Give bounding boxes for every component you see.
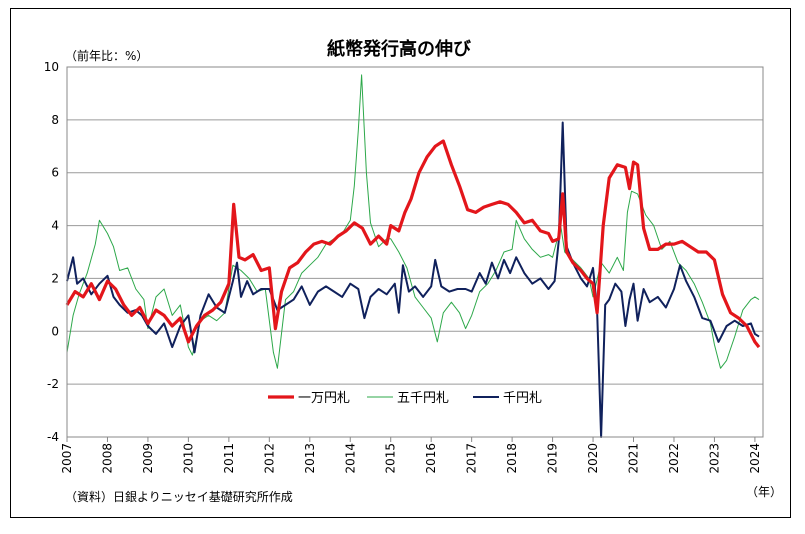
y-tick-labels: 10 8 6 4 2 0 -2 -4 [44,60,59,444]
y-tick-label: 8 [51,113,59,127]
x-tick-label: 2024 [748,443,762,474]
x-tick-label: 2015 [384,443,398,474]
series-line-3 [66,121,760,438]
y-unit-label: （前年比：%） [65,48,148,63]
legend: 一万円札 五千円札 千円札 [268,391,542,406]
y-tick-label: 4 [51,219,59,233]
x-unit-label: （年） [746,485,782,499]
x-tick-label: 2013 [303,443,317,474]
y-tick-label: 6 [51,166,59,180]
source-note: （資料）日銀よりニッセイ基礎研究所作成 [65,489,293,504]
series-line-1 [65,139,761,349]
legend-label: 千円札 [503,391,542,406]
x-tick-label: 2017 [465,443,479,474]
series-lines [65,74,761,438]
x-tick-label: 2008 [100,443,114,474]
y-tick-label: 10 [44,60,59,74]
x-tick-label: 2010 [181,443,195,474]
x-tick-label: 2021 [627,443,641,474]
x-tick-label: 2007 [60,443,74,474]
x-tick-label: 2019 [546,443,560,474]
x-tick-label: 2012 [262,443,276,474]
gridlines [67,66,763,438]
y-tick-label: -2 [47,377,59,391]
x-tick-label: 2022 [667,443,681,474]
x-tick-label: 2011 [222,443,236,474]
legend-label: 一万円札 [298,391,350,406]
plot-area-border [66,66,764,438]
x-tick-label: 2016 [424,443,438,474]
x-tick-label: 2020 [586,443,600,474]
chart-frame: 紙幣発行高の伸び （前年比：%） 10 8 6 4 2 0 -2 -4 2007 2008 200… [10,8,791,518]
y-tick-label: -4 [47,430,59,444]
y-tick-label: 0 [51,324,59,338]
x-tick-label: 2014 [343,443,357,474]
x-tick-label: 2023 [707,443,721,474]
x-tick-labels: 2007 2008 2009 2010 2011 2012 2013 2014 2015 2016… [60,437,762,474]
legend-label: 五千円札 [397,391,449,406]
y-tick-label: 2 [51,271,59,285]
chart-title: 紙幣発行高の伸び [327,38,472,60]
x-tick-label: 2018 [505,443,519,474]
x-tick-label: 2009 [141,443,155,474]
